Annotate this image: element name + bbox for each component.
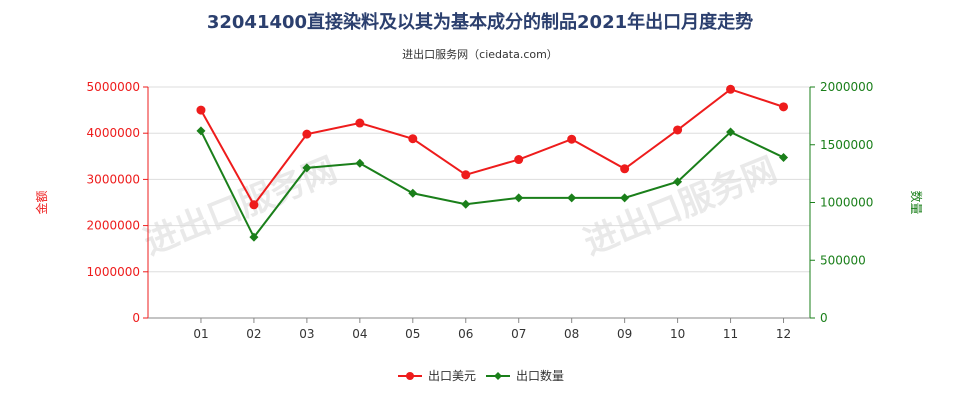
x-tick-label: 01 [193,327,208,341]
watermark-2: 进出口服务网 [578,150,782,264]
series-1-point [779,102,789,112]
x-tick-label: 06 [458,327,473,341]
left-tick-label: 5000000 [87,80,140,94]
series-1-point [514,155,524,165]
series-1-point [461,170,471,180]
series-1-point [249,200,259,210]
right-tick-label: 1500000 [820,138,873,152]
left-tick-label: 1000000 [87,265,140,279]
legend-marker-1 [406,372,414,380]
x-tick-label: 10 [670,327,685,341]
x-tick-label: 04 [352,327,367,341]
series-1-point [355,118,365,128]
chart-subtitle: 进出口服务网（ciedata.com） [402,48,558,61]
x-tick-label: 07 [511,327,526,341]
series-1-point [673,125,683,135]
series-2-point [673,177,683,187]
right-tick-label: 500000 [820,253,866,267]
series-2-point [514,193,524,203]
right-tick-label: 2000000 [820,80,873,94]
x-tick-label: 05 [405,327,420,341]
series-2-point [196,126,206,136]
left-tick-label: 0 [132,311,140,325]
x-tick-label: 02 [246,327,261,341]
x-tick-label: 11 [723,327,738,341]
chart-title: 32041400直接染料及以其为基本成分的制品2021年出口月度走势 [206,12,754,33]
series-2-point [302,163,312,173]
x-tick-label: 03 [299,327,314,341]
series-line-1 [200,88,784,207]
series-2-point [355,158,365,168]
x-tick-label: 09 [617,327,632,341]
right-tick-label: 0 [820,311,828,325]
series-2-point [567,193,577,203]
series-1-point [408,134,418,144]
series-1-point [726,84,736,94]
series-1-point [196,105,206,115]
legend-marker-2 [494,372,502,380]
x-tick-label: 08 [564,327,579,341]
left-tick-label: 4000000 [87,126,140,140]
right-tick-label: 1000000 [820,196,873,210]
series-2-point [408,188,418,198]
series-2-point [461,199,471,209]
right-axis-label: 数量 [909,190,924,214]
left-tick-label: 3000000 [87,172,140,186]
series-2-point [726,127,736,137]
legend-label-2: 出口数量 [516,368,564,383]
series-1-point [302,129,312,139]
series-2-point [249,232,259,242]
series-2-point [620,193,630,203]
legend-label-1: 出口美元 [428,369,476,383]
left-tick-label: 2000000 [87,219,140,233]
series-line-2 [200,130,784,240]
left-axis-label: 金额 [34,190,49,214]
series-2-point [779,152,789,162]
series-1-point [620,164,630,174]
x-tick-label: 12 [776,327,791,341]
series-1-point [567,134,577,144]
